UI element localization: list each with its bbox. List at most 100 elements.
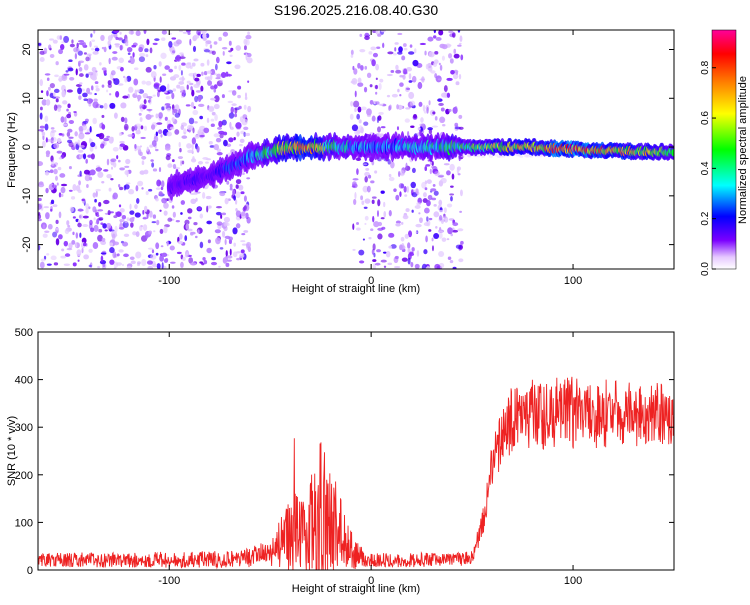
noise-blob [373, 221, 380, 228]
noise-blob [380, 30, 387, 33]
noise-blob [358, 119, 362, 124]
noise-blob [42, 134, 45, 141]
noise-blob [158, 61, 162, 67]
noise-blob [45, 137, 48, 143]
noise-blob [380, 126, 386, 129]
noise-blob [357, 77, 362, 83]
noise-blob [180, 90, 183, 93]
noise-blob [166, 131, 172, 137]
noise-blob [401, 257, 408, 262]
noise-blob [356, 168, 359, 175]
noise-blob [82, 124, 87, 131]
noise-blob [221, 230, 226, 238]
noise-blob [185, 223, 190, 230]
noise-blob [66, 131, 71, 137]
noise-blob [155, 113, 159, 119]
noise-blob [419, 42, 427, 46]
noise-blob [224, 197, 229, 205]
noise-blob [235, 210, 242, 218]
noise-blob [407, 248, 411, 254]
noise-blob [116, 155, 119, 160]
noise-blob [210, 118, 215, 122]
noise-blob [424, 180, 428, 185]
noise-blob [200, 30, 207, 34]
noise-blob [50, 160, 55, 166]
noise-blob [209, 44, 213, 49]
noise-blob [375, 91, 378, 95]
noise-blob [423, 249, 428, 255]
noise-blob [356, 113, 360, 120]
noise-blob [239, 143, 243, 147]
noise-blob [226, 74, 233, 77]
spectrogram-y-label: Frequency (Hz) [6, 112, 18, 188]
noise-blob [397, 88, 400, 93]
noise-blob [437, 175, 444, 178]
noise-blob [53, 168, 58, 175]
noise-blob [90, 227, 95, 233]
noise-blob [379, 78, 384, 83]
noise-blob [56, 137, 62, 144]
noise-blob [376, 46, 381, 50]
noise-blob [243, 131, 246, 138]
noise-blob [394, 47, 397, 52]
noise-blob [405, 208, 410, 213]
noise-blob [95, 85, 99, 88]
noise-blob [64, 228, 70, 235]
noise-blob [172, 108, 175, 116]
noise-blob [352, 248, 356, 251]
noise-blob [90, 47, 95, 51]
noise-blob [108, 136, 114, 144]
noise-blob [125, 42, 129, 47]
noise-blob [362, 163, 368, 166]
noise-blob [223, 139, 228, 147]
noise-blob [174, 65, 177, 70]
noise-blob [82, 242, 87, 247]
noise-blob [390, 244, 397, 249]
noise-blob [446, 44, 452, 47]
noise-blob [409, 100, 416, 107]
noise-blob [56, 150, 63, 154]
noise-blob [55, 238, 60, 246]
noise-blob [96, 212, 99, 215]
spectrogram-y-axis: -20 -10 0 10 20 [21, 43, 674, 253]
noise-blob [199, 261, 204, 264]
noise-blob [241, 243, 247, 246]
noise-blob [360, 64, 364, 71]
noise-blob [159, 209, 162, 212]
noise-blob [214, 114, 218, 122]
noise-blob [58, 192, 62, 198]
noise-blob [225, 250, 228, 257]
noise-blob [92, 51, 99, 55]
noise-blob [401, 55, 406, 61]
noise-blob [416, 202, 422, 206]
noise-blob [219, 191, 226, 197]
noise-blob [403, 68, 408, 75]
colorbar: 0.0 0.2 0.4 0.6 0.8 Normalized spectral ampl… [700, 29, 749, 276]
noise-blob [349, 113, 354, 120]
noise-blob [410, 125, 415, 128]
noise-blob [380, 259, 387, 263]
noise-blob [194, 95, 199, 103]
noise-blob [129, 57, 135, 65]
noise-blob [454, 105, 458, 113]
noise-blob [161, 197, 168, 204]
noise-blob [88, 137, 92, 143]
noise-blob [235, 251, 242, 254]
noise-blob [77, 208, 84, 212]
noise-blob [426, 219, 431, 227]
noise-blob [52, 204, 58, 208]
noise-blob [364, 215, 369, 221]
noise-blob [247, 80, 250, 83]
noise-blob [103, 46, 107, 53]
noise-blob [375, 30, 379, 35]
noise-blob [213, 88, 217, 93]
noise-blob [148, 188, 153, 192]
noise-blob [430, 70, 436, 74]
noise-blob [352, 65, 355, 71]
noise-blob [39, 79, 43, 87]
noise-blob [38, 161, 44, 167]
noise-blob [207, 239, 211, 244]
noise-blob [39, 112, 43, 120]
noise-blob [164, 103, 171, 106]
